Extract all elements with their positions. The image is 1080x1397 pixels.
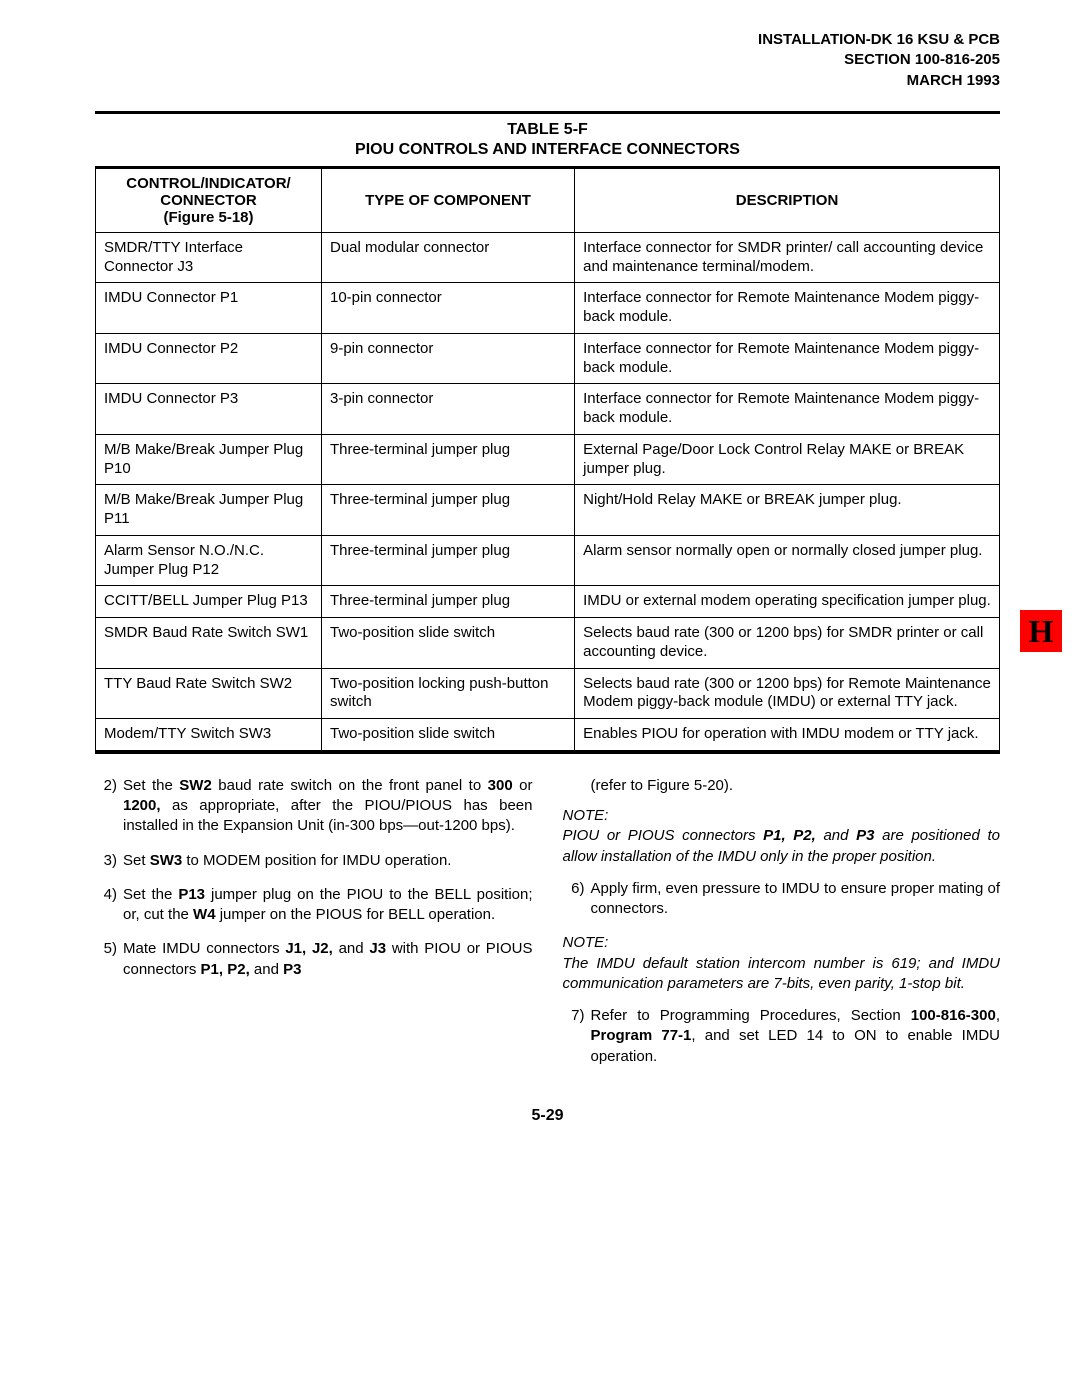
table-cell: Night/Hold Relay MAKE or BREAK jumper pl… — [575, 485, 1000, 536]
note-label: NOTE: — [563, 806, 1001, 826]
table-cell: Two-position locking push-button switch — [322, 668, 575, 719]
table-cell: Three-terminal jumper plug — [322, 586, 575, 618]
table-cell: Two-position slide switch — [322, 618, 575, 669]
table-cell: IMDU Connector P2 — [96, 333, 322, 384]
table-title-line1: TABLE 5-F — [95, 120, 1000, 140]
table-cell: External Page/Door Lock Control Relay MA… — [575, 434, 1000, 485]
continuation-text: (refer to Figure 5-20). — [591, 776, 1001, 796]
table-cell: Interface connector for Remote Maintenan… — [575, 283, 1000, 334]
list-number: 3) — [95, 851, 123, 871]
table-cell: IMDU Connector P3 — [96, 384, 322, 435]
header-line2: SECTION 100-816-205 — [95, 50, 1000, 70]
table-cell: Modem/TTY Switch SW3 — [96, 719, 322, 751]
table-cell: SMDR Baud Rate Switch SW1 — [96, 618, 322, 669]
list-number: 2) — [95, 776, 123, 837]
list-text: Set SW3 to MODEM position for IMDU opera… — [123, 851, 533, 871]
table-cell: Alarm Sensor N.O./N.C. Jumper Plug P12 — [96, 535, 322, 586]
col-header-connector: CONTROL/INDICATOR/ CONNECTOR (Figure 5-1… — [96, 167, 322, 232]
table-row: IMDU Connector P29-pin connectorInterfac… — [96, 333, 1000, 384]
table-cell: Selects baud rate (300 or 1200 bps) for … — [575, 668, 1000, 719]
page-number: 5-29 — [95, 1107, 1000, 1125]
table-cell: Interface connector for SMDR printer/ ca… — [575, 232, 1000, 283]
table-row: IMDU Connector P33-pin connectorInterfac… — [96, 384, 1000, 435]
piou-controls-table: CONTROL/INDICATOR/ CONNECTOR (Figure 5-1… — [95, 166, 1000, 751]
table-cell: Three-terminal jumper plug — [322, 485, 575, 536]
table-row: IMDU Connector P110-pin connectorInterfa… — [96, 283, 1000, 334]
table-cell: Two-position slide switch — [322, 719, 575, 751]
col-header-type: TYPE OF COMPONENT — [322, 167, 575, 232]
col-header-description: DESCRIPTION — [575, 167, 1000, 232]
section-tab: H — [1020, 610, 1062, 652]
header-line1: INSTALLATION-DK 16 KSU & PCB — [95, 30, 1000, 50]
table-row: Modem/TTY Switch SW3Two-position slide s… — [96, 719, 1000, 751]
table-cell: Three-terminal jumper plug — [322, 434, 575, 485]
list-text: Apply firm, even pressure to IMDU to ens… — [591, 879, 1001, 920]
table-cell: Interface connector for Remote Maintenan… — [575, 384, 1000, 435]
table-row: SMDR/TTY Interface Connector J3Dual modu… — [96, 232, 1000, 283]
right-column: (refer to Figure 5-20).NOTE:PIOU or PIOU… — [563, 776, 1001, 1081]
table-cell: Dual modular connector — [322, 232, 575, 283]
body-columns: 2)Set the SW2 baud rate switch on the fr… — [95, 776, 1000, 1081]
table-row: TTY Baud Rate Switch SW2Two-position loc… — [96, 668, 1000, 719]
table-row: CCITT/BELL Jumper Plug P13Three-terminal… — [96, 586, 1000, 618]
table-cell: IMDU or external modem operating specifi… — [575, 586, 1000, 618]
table-cell: Alarm sensor normally open or normally c… — [575, 535, 1000, 586]
table-cell: M/B Make/Break Jumper Plug P11 — [96, 485, 322, 536]
section-tab-letter: H — [1029, 613, 1054, 650]
list-text: Set the P13 jumper plug on the PIOU to t… — [123, 885, 533, 926]
note-body: PIOU or PIOUS connectors P1, P2, and P3 … — [563, 826, 1001, 867]
list-text: Set the SW2 baud rate switch on the fron… — [123, 776, 533, 837]
table-row: M/B Make/Break Jumper Plug P11Three-term… — [96, 485, 1000, 536]
bottom-rule — [95, 751, 1000, 754]
table-row: SMDR Baud Rate Switch SW1Two-position sl… — [96, 618, 1000, 669]
table-body: SMDR/TTY Interface Connector J3Dual modu… — [96, 232, 1000, 750]
list-item: 2)Set the SW2 baud rate switch on the fr… — [95, 776, 533, 837]
list-text: Refer to Programming Procedures, Section… — [591, 1006, 1001, 1067]
table-cell: 9-pin connector — [322, 333, 575, 384]
list-item: 7)Refer to Programming Procedures, Secti… — [563, 1006, 1001, 1067]
table-cell: Three-terminal jumper plug — [322, 535, 575, 586]
note-body: The IMDU default station intercom number… — [563, 954, 1001, 995]
table-cell: SMDR/TTY Interface Connector J3 — [96, 232, 322, 283]
table-cell: 3-pin connector — [322, 384, 575, 435]
table-cell: Enables PIOU for operation with IMDU mod… — [575, 719, 1000, 751]
list-number: 4) — [95, 885, 123, 926]
list-item: 5)Mate IMDU connectors J1, J2, and J3 wi… — [95, 939, 533, 980]
list-item: 4)Set the P13 jumper plug on the PIOU to… — [95, 885, 533, 926]
doc-header: INSTALLATION-DK 16 KSU & PCB SECTION 100… — [95, 30, 1000, 91]
table-cell: M/B Make/Break Jumper Plug P10 — [96, 434, 322, 485]
list-text: Mate IMDU connectors J1, J2, and J3 with… — [123, 939, 533, 980]
table-cell: CCITT/BELL Jumper Plug P13 — [96, 586, 322, 618]
note-label: NOTE: — [563, 933, 1001, 953]
list-number: 7) — [563, 1006, 591, 1067]
table-row: M/B Make/Break Jumper Plug P10Three-term… — [96, 434, 1000, 485]
table-title: TABLE 5-F PIOU CONTROLS AND INTERFACE CO… — [95, 120, 1000, 160]
list-item: 6)Apply firm, even pressure to IMDU to e… — [563, 879, 1001, 920]
table-cell: Interface connector for Remote Maintenan… — [575, 333, 1000, 384]
table-cell: 10-pin connector — [322, 283, 575, 334]
table-cell: Selects baud rate (300 or 1200 bps) for … — [575, 618, 1000, 669]
list-item: 3)Set SW3 to MODEM position for IMDU ope… — [95, 851, 533, 871]
table-title-line2: PIOU CONTROLS AND INTERFACE CONNECTORS — [95, 140, 1000, 160]
top-rule — [95, 111, 1000, 114]
table-row: Alarm Sensor N.O./N.C. Jumper Plug P12Th… — [96, 535, 1000, 586]
table-cell: TTY Baud Rate Switch SW2 — [96, 668, 322, 719]
list-number: 5) — [95, 939, 123, 980]
left-column: 2)Set the SW2 baud rate switch on the fr… — [95, 776, 533, 1081]
header-line3: MARCH 1993 — [95, 71, 1000, 91]
list-number: 6) — [563, 879, 591, 920]
table-cell: IMDU Connector P1 — [96, 283, 322, 334]
